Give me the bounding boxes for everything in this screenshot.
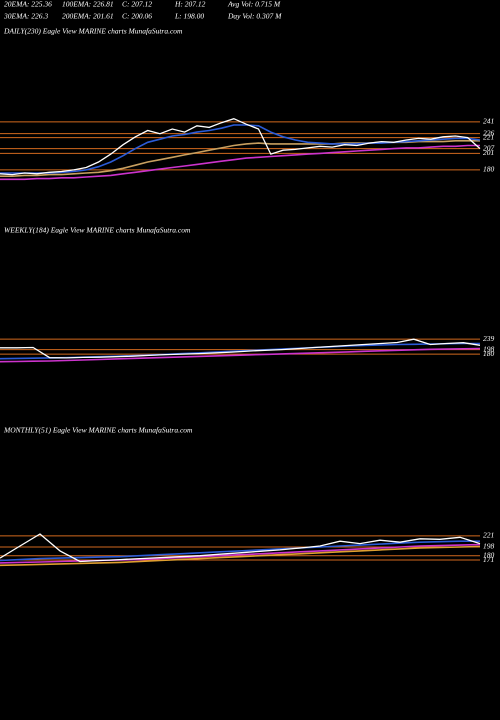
- price-label: 239: [483, 334, 495, 343]
- price-label: 207: [483, 143, 495, 152]
- price-line: [0, 533, 481, 563]
- price-line: [0, 347, 481, 363]
- header-stat: L: 198.00: [174, 12, 204, 21]
- panel-title: MONTHLY(51) Eagle View MARINE charts Mun…: [3, 426, 193, 435]
- price-label: 180: [483, 550, 495, 559]
- price-line: [0, 124, 481, 174]
- header-stat: 30EMA: 226.3: [3, 12, 48, 21]
- price-label: 198: [483, 344, 495, 353]
- price-label: 198: [483, 542, 495, 551]
- header-stat: 20EMA: 225.36: [4, 0, 52, 9]
- price-label: 226: [483, 128, 495, 137]
- header-stat: Avg Vol: 0.715 M: [227, 0, 281, 9]
- price-line: [0, 144, 480, 181]
- price-line: [0, 338, 481, 359]
- price-label: 221: [483, 531, 494, 540]
- panel-title: DAILY(230) Eagle View MARINE charts Muna…: [3, 27, 183, 36]
- price-label: 241: [483, 117, 494, 126]
- header-stat: 200EMA: 201.61: [62, 12, 114, 21]
- price-line: [0, 540, 480, 562]
- header-stat: C: 207.12: [122, 0, 152, 9]
- price-label: 180: [483, 165, 495, 174]
- price-label: 201: [483, 148, 494, 157]
- header-stat: H: 207.12: [174, 0, 206, 9]
- price-line: [0, 118, 481, 176]
- header-stat: 100EMA: 226.81: [62, 0, 114, 9]
- price-line: [0, 545, 481, 567]
- header-stat: C: 200.06: [122, 12, 152, 21]
- price-label: 180: [483, 349, 495, 358]
- panel-title: WEEKLY(184) Eagle View MARINE charts Mun…: [4, 226, 191, 235]
- price-label: 221: [483, 132, 494, 141]
- header-stat: Day Vol: 0.307 M: [227, 12, 282, 21]
- price-label: 171: [483, 555, 494, 564]
